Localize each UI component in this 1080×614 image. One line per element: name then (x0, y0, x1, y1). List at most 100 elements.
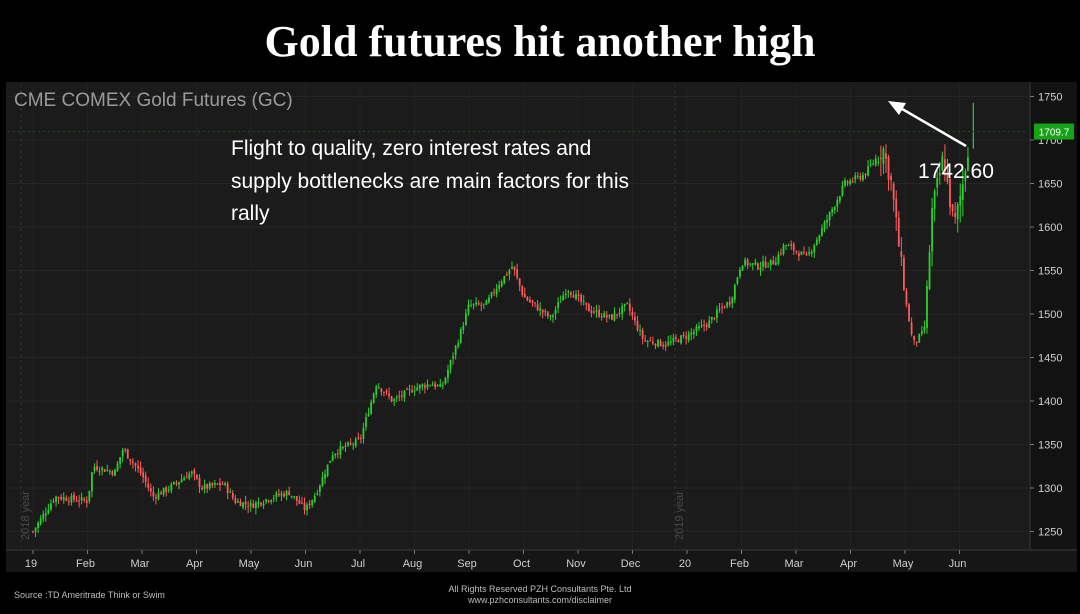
candle-body (956, 204, 959, 220)
candle-body (111, 471, 114, 475)
x-tick-label: Mar (131, 558, 150, 570)
candle-body (370, 401, 373, 414)
candle-body (841, 185, 844, 196)
candle-body (149, 488, 152, 492)
candle-body (160, 492, 162, 495)
candle-body (78, 500, 81, 502)
candle-body (521, 286, 524, 296)
candle-body (124, 449, 127, 451)
candle-body (595, 310, 598, 312)
candle-body (572, 295, 575, 298)
candle-body (165, 487, 168, 492)
candle-body (557, 302, 560, 309)
candle-body (741, 265, 744, 271)
callout-label: 1742.60 (918, 160, 994, 183)
candle-body (623, 303, 626, 307)
y-axis-panel (1030, 82, 1077, 550)
y-tick-label: 1550 (1038, 266, 1062, 278)
candle-body (564, 293, 567, 296)
candle-body (882, 148, 885, 164)
candle-body (475, 302, 478, 305)
candle-body (480, 304, 483, 306)
candle-body (895, 198, 898, 218)
candle-body (559, 301, 562, 303)
candle-body (654, 344, 657, 346)
footer-source: Source :TD Ameritrade Think or Swim (14, 590, 165, 600)
candle-body (931, 208, 933, 252)
candle-body (52, 501, 55, 503)
x-tick-label: Jun (295, 558, 313, 570)
candle-body (344, 445, 347, 448)
candle-body (754, 262, 757, 265)
candle-body (203, 484, 206, 490)
candle-body (170, 484, 173, 491)
candle-body (260, 502, 262, 505)
candle-body (928, 252, 931, 289)
candle-body (710, 317, 713, 320)
candle-body (406, 388, 408, 390)
candle-body (636, 320, 639, 331)
candle-body (131, 461, 134, 463)
candle-body (900, 251, 903, 257)
candle-body (485, 300, 488, 305)
candle-body (318, 485, 321, 493)
candle-body (303, 503, 306, 511)
candle-body (198, 477, 201, 488)
candle-body (57, 497, 60, 499)
candle-body (201, 487, 203, 490)
candle-body (114, 469, 116, 476)
candle-body (708, 320, 711, 329)
candle-body (774, 262, 777, 266)
candle-body (744, 259, 746, 266)
candle-body (32, 531, 34, 533)
candle-body (546, 312, 549, 317)
candle-body (231, 493, 234, 499)
candle-body (96, 465, 98, 471)
candle-body (759, 267, 762, 270)
candle-body (541, 309, 544, 313)
candle-body (698, 326, 700, 329)
candle-body (628, 303, 631, 312)
candle-body (856, 175, 859, 177)
candle-body (531, 300, 534, 303)
candle-body (762, 261, 764, 267)
candle-body (800, 251, 803, 255)
candle-body (498, 285, 501, 289)
candle-body (570, 292, 572, 295)
candle-body (464, 313, 467, 326)
candle-body (144, 475, 147, 483)
candle-body (728, 301, 731, 305)
candle-body (513, 266, 516, 271)
candle-body (646, 341, 649, 343)
candle-body (854, 175, 857, 180)
candle-body (795, 251, 798, 253)
candle-body (603, 313, 606, 318)
candle-body (313, 495, 316, 502)
candle-body (746, 259, 749, 266)
candle-body (634, 317, 636, 321)
candle-body (359, 437, 362, 439)
candle-body (644, 340, 647, 342)
candle-body (862, 175, 864, 181)
candle-body (767, 266, 770, 268)
candle-body (951, 204, 954, 212)
candle-body (411, 389, 414, 393)
candle-body (67, 501, 70, 503)
candle-body (523, 293, 526, 298)
candle-body (580, 294, 583, 302)
candle-body (447, 369, 449, 379)
candle-body (641, 330, 644, 340)
candle-body (659, 340, 662, 347)
candle-body (721, 307, 723, 309)
candle-body (639, 330, 641, 332)
candle-body (377, 387, 380, 389)
candle-body (649, 340, 652, 342)
candle-body (306, 504, 308, 511)
candle-body (685, 336, 688, 339)
candle-body (403, 390, 406, 398)
candle-body (188, 473, 191, 479)
candle-body (529, 299, 531, 302)
candle-body (813, 245, 816, 253)
candle-body (126, 449, 129, 459)
annotation-line-2: supply bottlenecks are main factors for … (231, 170, 629, 193)
